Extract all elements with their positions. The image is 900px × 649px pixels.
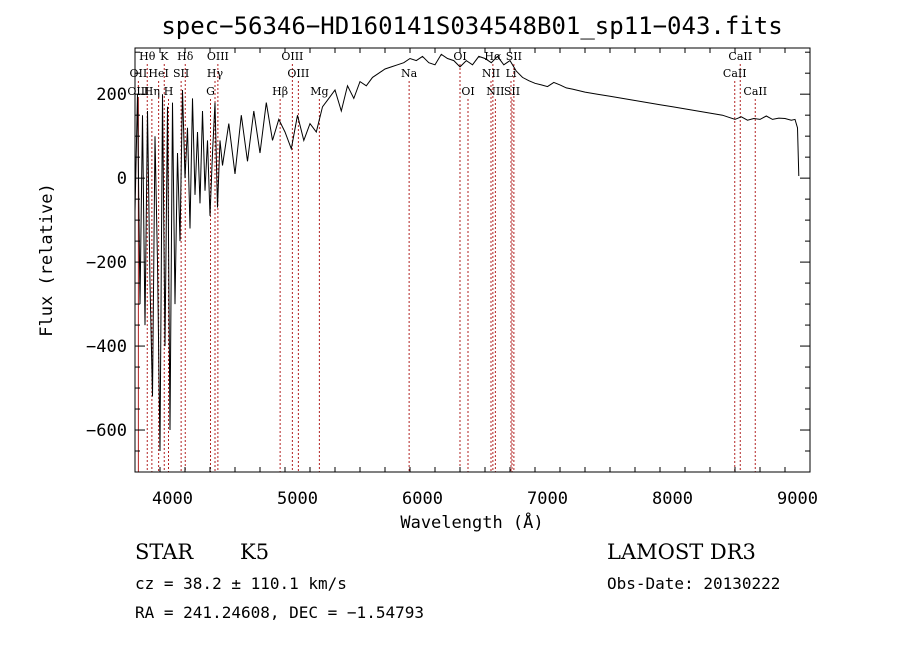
y-tick-label: 200	[96, 85, 127, 105]
plot-frame	[134, 47, 811, 473]
coordinates: RA = 241.24608, DEC = −1.54793	[135, 603, 424, 622]
emission-line-label: OI	[453, 50, 466, 63]
emission-line-label: OIII	[287, 67, 309, 80]
emission-line-label: SII	[506, 50, 522, 63]
x-tick-label: 7000	[527, 489, 568, 509]
y-tick-label: 0	[117, 169, 127, 189]
y-tick-label: −200	[86, 253, 127, 273]
y-tick-label: −400	[86, 337, 127, 357]
y-axis-title: Flux (relative)	[37, 183, 57, 337]
emission-line-label: Hδ	[177, 50, 194, 63]
emission-line-label: CaII	[743, 85, 767, 98]
x-tick-label: 8000	[652, 489, 693, 509]
x-tick-label: 9000	[777, 489, 818, 509]
emission-line-markers	[137, 64, 756, 472]
emission-line-label: Hα	[484, 50, 502, 63]
spectrum-series-line	[134, 53, 800, 452]
emission-line-label: Li	[506, 67, 517, 80]
chart-title: spec−56346−HD160141S034548B01_sp11−043.f…	[161, 12, 782, 40]
emission-line-label: Hβ	[272, 85, 288, 98]
emission-line-label: NII	[486, 85, 504, 98]
observation-date: Obs-Date: 20130222	[607, 574, 781, 593]
emission-line-label: CaII	[723, 67, 747, 80]
emission-line-label: NII	[482, 67, 500, 80]
redshift-value: cz = 38.2 ± 110.1 km/s	[135, 574, 347, 593]
emission-line-label: SII	[504, 85, 520, 98]
emission-line-label: SII	[173, 67, 189, 80]
emission-line-label: CaII	[728, 50, 752, 63]
x-tick-label: 5000	[277, 489, 318, 509]
x-tick-label: 6000	[402, 489, 443, 509]
emission-line-label: Na	[401, 67, 418, 80]
emission-line-label: K	[160, 50, 169, 63]
emission-line-label: Hθ	[139, 50, 156, 63]
emission-line-label: OIII	[207, 50, 229, 63]
emission-line-label: H	[164, 85, 174, 98]
x-axis-ticks: 4000 5000 6000 7000 8000 9000	[134, 48, 818, 509]
emission-line-label: Hη	[144, 85, 160, 98]
object-subclass: K5	[240, 540, 270, 564]
object-class: STAR	[135, 540, 194, 564]
emission-line-label: OIII	[281, 50, 303, 63]
emission-line-label: OIII	[127, 85, 149, 98]
emission-line-label: OI	[461, 85, 474, 98]
emission-line-label: HeI	[148, 67, 168, 80]
survey-name: LAMOST DR3	[607, 540, 756, 564]
emission-line-label: Mg	[310, 85, 328, 98]
x-axis-title: Wavelength (Å)	[400, 511, 543, 533]
y-axis-ticks: −600 −400 −200 0 200	[86, 51, 810, 473]
emission-line-label: Hγ	[207, 67, 224, 80]
x-tick-label: 4000	[152, 489, 193, 509]
y-tick-label: −600	[86, 421, 127, 441]
emission-line-label: G	[206, 85, 215, 98]
